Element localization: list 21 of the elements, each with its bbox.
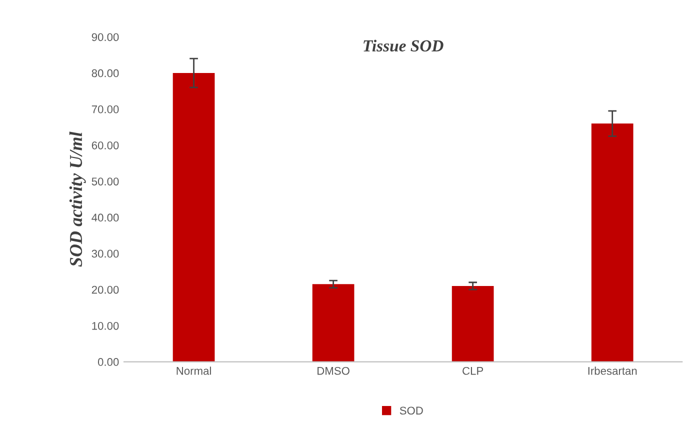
bar [312, 284, 354, 362]
y-tick-label: 30.00 [92, 250, 119, 258]
x-tick-label: Irbesartan [588, 366, 637, 375]
legend-label: SOD [400, 406, 423, 415]
y-tick-label: 10.00 [92, 322, 119, 330]
x-tick-label: DMSO [318, 366, 350, 375]
y-tick-label: 40.00 [92, 214, 119, 222]
chart-title: Tissue SOD [364, 40, 444, 52]
y-tick-label: 90.00 [92, 33, 119, 42]
y-axis-title: SOD activity U/ml [69, 132, 86, 267]
x-tick-label: Normal [176, 366, 211, 375]
y-tick-label: 60.00 [92, 141, 119, 150]
y-tick-label: 80.00 [92, 69, 119, 78]
bar [452, 286, 494, 362]
bar [172, 73, 215, 362]
x-tick-label: CLP [462, 366, 484, 375]
y-tick-label: 70.00 [92, 105, 119, 114]
y-tick-label: 0.00 [98, 358, 119, 366]
y-tick-label: 50.00 [92, 178, 119, 186]
bar [591, 124, 634, 362]
y-tick-label: 20.00 [92, 286, 119, 294]
